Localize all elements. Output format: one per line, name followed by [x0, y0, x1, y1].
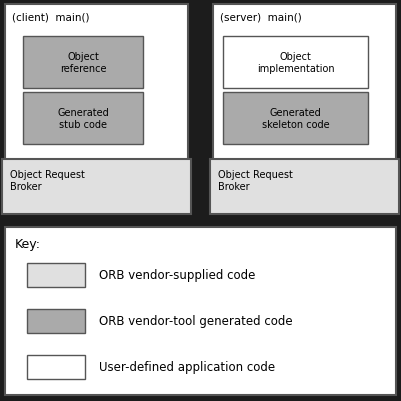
Bar	[27, 309, 85, 333]
Text: (server)  main(): (server) main()	[220, 12, 302, 22]
Bar	[210, 160, 399, 215]
Bar	[213, 5, 396, 209]
Text: Object
implementation: Object implementation	[257, 52, 334, 74]
Bar	[5, 227, 396, 395]
Bar	[27, 355, 85, 379]
Text: (client)  main(): (client) main()	[12, 12, 89, 22]
Text: ORB vendor-tool generated code: ORB vendor-tool generated code	[99, 315, 293, 328]
Text: Object Request
Broker: Object Request Broker	[218, 170, 293, 191]
Text: Generated
skeleton code: Generated skeleton code	[262, 108, 329, 130]
Text: Object Request
Broker: Object Request Broker	[10, 170, 85, 191]
Bar	[223, 93, 368, 145]
Text: Generated
stub code: Generated stub code	[57, 108, 109, 130]
Bar	[223, 37, 368, 89]
Bar	[2, 160, 191, 215]
Bar	[23, 93, 143, 145]
Bar	[27, 263, 85, 287]
Text: Key:: Key:	[15, 237, 41, 250]
Text: Object
reference: Object reference	[60, 52, 106, 74]
Text: ORB vendor-supplied code: ORB vendor-supplied code	[99, 269, 255, 282]
Bar	[5, 5, 188, 209]
Bar	[23, 37, 143, 89]
Text: User-defined application code: User-defined application code	[99, 360, 275, 374]
